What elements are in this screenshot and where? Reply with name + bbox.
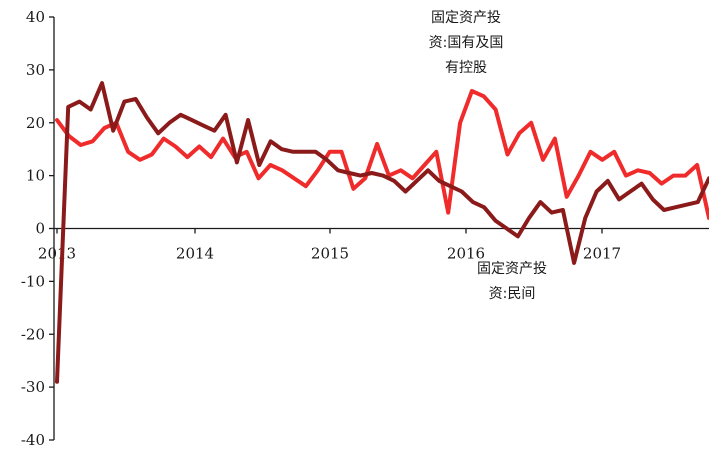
y-tick-label: 30: [26, 61, 45, 79]
x-tick-label: 2013: [38, 245, 76, 263]
x-tick-label: 2014: [176, 245, 214, 263]
series-line-private: [55, 81, 709, 384]
x-tick-label: 2016: [447, 245, 485, 263]
annotation-line: 资:民间: [489, 286, 536, 302]
y-tick-label: -20: [21, 325, 45, 343]
x-tick-label: 2017: [583, 245, 621, 263]
series-line-state: [55, 89, 709, 220]
y-tick-label: 0: [35, 220, 45, 238]
y-tick-label: 40: [26, 8, 45, 26]
annotation-private: 固定资产投资:民间: [477, 261, 547, 302]
x-axis-ticks: 2013 2014 2015 2016 2017: [38, 228, 621, 263]
series-group: [55, 81, 709, 384]
annotation-line: 固定资产投: [477, 261, 547, 277]
x-tick-label: 2015: [311, 245, 349, 263]
annotation-line: 固定资产投: [431, 10, 501, 26]
y-tick-label: 20: [26, 114, 45, 132]
y-tick-label: 10: [26, 167, 45, 185]
annotation-state: 固定资产投资:国有及国有控股: [429, 10, 504, 76]
axes: [53, 17, 709, 440]
annotation-line: 有控股: [445, 60, 487, 76]
annotation-line: 资:国有及国: [429, 35, 504, 51]
y-tick-label: -30: [21, 378, 45, 396]
y-axis-ticks: 40 30 20 10 0 -10 -20 -30 -40: [21, 8, 54, 449]
y-tick-label: -40: [21, 431, 45, 449]
y-tick-label: -10: [21, 272, 45, 290]
